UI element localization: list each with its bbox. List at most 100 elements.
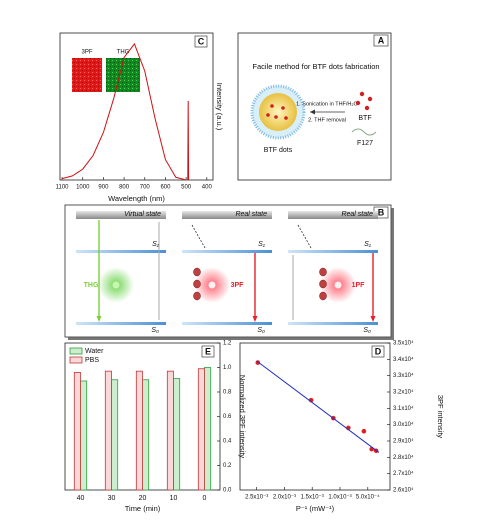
state-label: Real state: [341, 211, 373, 218]
s0-level: [76, 322, 166, 325]
s1-level: [76, 250, 166, 253]
y-tick-label: 3.4x10⁴: [393, 356, 414, 363]
x-axis-label: P⁻¹ (mW⁻¹): [296, 504, 335, 513]
y-tick-label: 2.8x10⁴: [393, 454, 414, 461]
y-axis-label: Normalized 3PF intensity: [238, 375, 247, 459]
bar: [204, 367, 212, 491]
bar: [173, 378, 181, 491]
state-label: Virtual state: [124, 211, 161, 218]
x-tick-label: 2.5x10⁻³: [245, 495, 268, 501]
y-tick-label: 3.2x10⁴: [393, 389, 414, 396]
process-label: 1PF: [352, 282, 366, 289]
x-tick-label: 10: [170, 495, 178, 502]
photon: [319, 267, 327, 277]
y-axis-label: Intensity (a.u.): [215, 83, 224, 131]
plot-frame: [59, 32, 214, 181]
x-tick-label: 1.0x10⁻³: [328, 495, 351, 501]
y-tick-label: 0.0: [223, 488, 232, 494]
s1-label: S₁: [258, 241, 266, 248]
x-tick-label: 30: [108, 495, 116, 502]
panel-b: B Virtual state S₁ S₀ THG Real state S₁ S₀ 3PF R…: [64, 204, 394, 340]
panel-label: E: [205, 346, 211, 356]
inset-label: THG: [117, 50, 130, 56]
process-label: THG: [84, 282, 99, 289]
panel-label: C: [198, 36, 205, 46]
btf-molecules: [355, 91, 373, 111]
x-tick-label: 700: [140, 185, 151, 191]
y-tick-label: 3.1x10⁴: [393, 405, 414, 412]
state-bar: [182, 211, 272, 219]
relaxation-arrow: [191, 224, 206, 249]
x-tick-label: 40: [77, 495, 85, 502]
legend-label: PBS: [85, 357, 99, 364]
s1-label: S₁: [364, 241, 372, 248]
photon: [319, 291, 327, 301]
s1-level: [182, 250, 272, 253]
bar: [111, 379, 119, 491]
arrowhead: [252, 316, 258, 322]
arrowhead: [310, 109, 315, 115]
emitter: [112, 281, 120, 289]
bar: [166, 370, 174, 491]
state-label: Real state: [235, 211, 267, 218]
y-tick-label: 3.3x10⁴: [393, 372, 414, 379]
panel-label-box: [194, 35, 208, 48]
y-tick-label: 2.6x10⁴: [393, 487, 414, 494]
panel-label-box: [373, 34, 389, 47]
s1-label: S₁: [152, 241, 160, 248]
x-tick-label: 20: [139, 495, 147, 502]
panel-label: D: [375, 346, 382, 356]
legend-swatch: [69, 356, 83, 364]
panel-label-box: [201, 345, 215, 358]
step-label: 1. Sonication in THF/H₂O: [296, 101, 358, 107]
panel-c-insets: 3PF THG: [72, 50, 140, 92]
x-tick-label: 2.0x10⁻³: [273, 495, 296, 501]
legend-label: Water: [85, 348, 104, 355]
panel-a: A Facile method for BTF dots fabrication…: [237, 32, 392, 181]
x-tick-label: 1.5x10⁻³: [301, 495, 324, 501]
x-tick-label: 1100: [56, 185, 70, 191]
panel-label: A: [378, 35, 385, 45]
btf-dot-illustration: [250, 84, 306, 140]
legend-swatch: [69, 347, 83, 355]
y-tick-label: 3.5x10⁴: [393, 340, 414, 347]
x-tick-label: 1000: [76, 185, 90, 191]
inset-label: 3PF: [81, 50, 92, 56]
arrowhead: [370, 316, 376, 322]
polymer-chain: [351, 128, 377, 136]
x-tick-label: 600: [160, 185, 171, 191]
relaxation-arrow: [297, 224, 312, 249]
x-tick-label: 800: [119, 185, 130, 191]
product-label: BTF dots: [264, 147, 293, 154]
x-tick-label: 900: [98, 185, 109, 191]
photon: [193, 267, 201, 277]
line: [256, 360, 380, 453]
y-tick-label: 0.8: [223, 390, 232, 396]
bar: [104, 370, 112, 491]
emitter: [208, 281, 216, 289]
photon: [193, 291, 201, 301]
bar: [197, 368, 205, 491]
line: [61, 42, 187, 181]
f127-label: F127: [357, 140, 373, 147]
s1-level: [288, 250, 378, 253]
bar: [142, 379, 150, 491]
btf-label: BTF: [358, 115, 371, 122]
x-axis-label: Wavelength (nm): [108, 194, 165, 203]
state-bar: [76, 211, 166, 219]
x-tick-label: 500: [181, 185, 192, 191]
y-tick-label: 2.7x10⁴: [393, 470, 414, 477]
bar: [73, 371, 81, 491]
bar: [135, 370, 143, 491]
process-label: 3PF: [231, 282, 245, 289]
inset-image: [72, 58, 102, 92]
y-tick-label: 2.9x10⁴: [393, 438, 414, 445]
x-tick-label: 400: [202, 185, 213, 191]
photon: [193, 279, 201, 289]
arrowhead: [96, 316, 102, 322]
y-tick-label: 0.2: [223, 463, 232, 469]
x-axis-label: Time (min): [125, 504, 161, 513]
step-label: 2. THF removal: [308, 117, 346, 123]
s0-label: S₀: [257, 327, 265, 334]
